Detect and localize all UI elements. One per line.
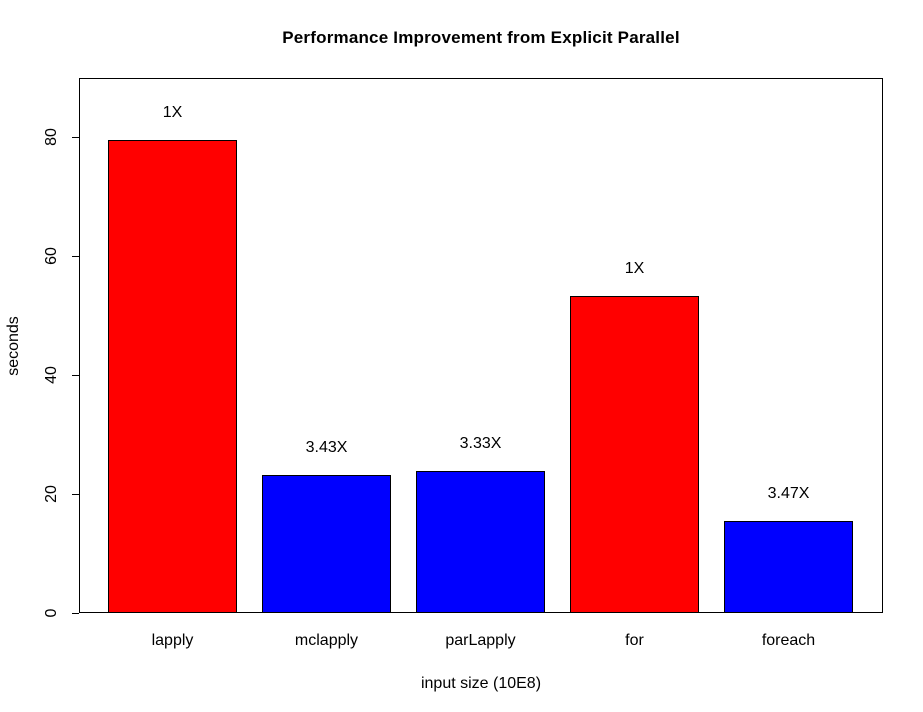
chart-title: Performance Improvement from Explicit Pa… (282, 28, 680, 47)
y-axis-tick (72, 612, 79, 614)
y-axis-tick-label: 60 (43, 247, 60, 266)
y-axis-tick-label: 40 (43, 366, 60, 385)
bar-mclapply (262, 475, 391, 613)
x-axis-category-label: foreach (761, 632, 816, 649)
y-axis-tick-label: 0 (43, 608, 60, 618)
x-axis-category-label: for (625, 632, 644, 649)
y-axis-tick-label: 20 (43, 485, 60, 504)
bar-for (570, 296, 699, 613)
x-axis-category-label: lapply (151, 632, 194, 649)
bar-parLapply (416, 470, 545, 613)
y-axis-tick (72, 255, 79, 257)
x-axis-category-label: mclapply (294, 632, 359, 649)
x-axis-category-label: parLapply (445, 632, 516, 649)
y-axis-tick-label: 80 (43, 128, 60, 147)
bar-value-label: 3.43X (305, 439, 348, 457)
y-axis-tick (72, 493, 79, 495)
y-axis-title: seconds (5, 316, 22, 376)
bar-lapply (108, 140, 237, 613)
bar-value-label: 3.47X (767, 485, 810, 503)
bar-value-label: 1X (624, 260, 645, 278)
y-axis-tick (72, 136, 79, 138)
x-axis-title: input size (10E8) (420, 675, 542, 692)
bar-value-label: 1X (162, 104, 183, 122)
y-axis-tick (72, 374, 79, 376)
bar-foreach (724, 521, 853, 613)
bar-value-label: 3.33X (459, 434, 502, 452)
